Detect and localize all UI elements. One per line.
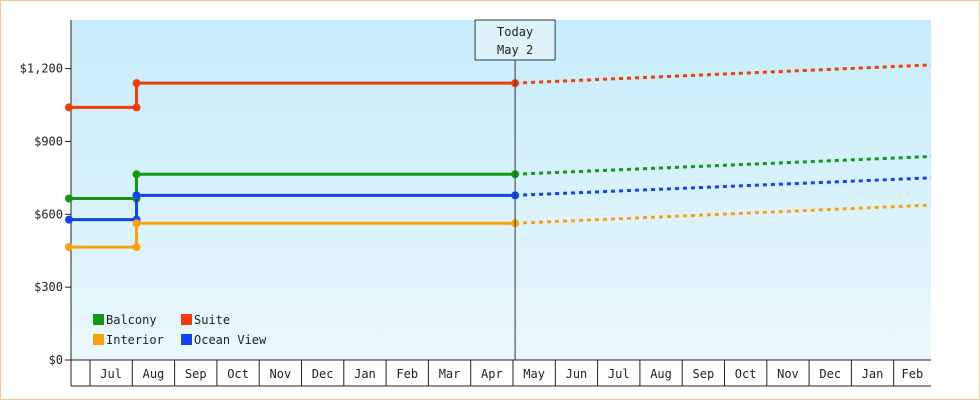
x-tick-label: Jan xyxy=(354,367,376,381)
y-tick-label: $600 xyxy=(34,207,63,221)
forecast-line-suite xyxy=(515,63,932,85)
data-point-balcony xyxy=(65,194,73,203)
x-tick-label: May xyxy=(523,367,545,381)
y-tick-label: $1,200 xyxy=(20,62,63,76)
legend-label-suite: Suite xyxy=(194,313,230,327)
forecast-line-ocean-view xyxy=(515,176,932,197)
data-point-interior xyxy=(132,219,141,228)
data-point-suite xyxy=(132,103,141,112)
x-tick-label: Nov xyxy=(270,367,292,381)
x-tick-label: Jan xyxy=(862,367,884,381)
data-point-ocean-view xyxy=(132,191,141,200)
today-label: Today xyxy=(497,25,533,39)
x-tick-label: Dec xyxy=(312,367,334,381)
x-tick-label: Nov xyxy=(777,367,799,381)
x-tick-label: Oct xyxy=(227,367,249,381)
series-line-ocean-view xyxy=(69,193,516,222)
x-tick-label: Sep xyxy=(693,367,715,381)
data-point-balcony xyxy=(132,170,141,179)
x-tick-label: Jul xyxy=(608,367,630,381)
y-tick-label: $900 xyxy=(34,134,63,148)
legend-label-ocean-view: Ocean View xyxy=(194,333,267,347)
forecast-line-interior xyxy=(515,203,932,225)
legend-swatch-interior xyxy=(93,334,104,345)
data-point-suite xyxy=(65,103,73,112)
data-point-suite xyxy=(132,79,141,88)
series-line-balcony xyxy=(69,172,516,200)
legend-swatch-ocean-view xyxy=(181,334,192,345)
x-tick-label: Aug xyxy=(650,367,672,381)
legend-swatch-suite xyxy=(181,314,192,325)
series-line-interior xyxy=(69,221,516,249)
data-point-interior xyxy=(65,243,73,252)
x-tick-label: Sep xyxy=(185,367,207,381)
data-point-ocean-view xyxy=(65,215,73,224)
x-tick-label: Aug xyxy=(143,367,165,381)
legend-swatch-balcony xyxy=(93,314,104,325)
legend-label-balcony: Balcony xyxy=(106,313,157,327)
data-point-interior xyxy=(132,243,141,252)
x-tick-label: Oct xyxy=(735,367,757,381)
x-tick-label: Dec xyxy=(819,367,841,381)
series-line-suite xyxy=(69,81,516,109)
y-tick-label: $0 xyxy=(49,353,63,367)
forecast-line-balcony xyxy=(515,154,932,176)
today-date: May 2 xyxy=(497,43,533,57)
x-tick-label: Feb xyxy=(396,367,418,381)
x-tick-label: Feb xyxy=(902,367,924,381)
x-tick-label: Jun xyxy=(566,367,588,381)
x-tick-label: Jul xyxy=(100,367,122,381)
x-tick-label: Apr xyxy=(481,367,503,381)
legend-label-interior: Interior xyxy=(106,333,164,347)
x-tick-label: Mar xyxy=(439,367,461,381)
plot-area xyxy=(71,20,931,360)
y-tick-label: $300 xyxy=(34,280,63,294)
today-box xyxy=(474,19,556,61)
